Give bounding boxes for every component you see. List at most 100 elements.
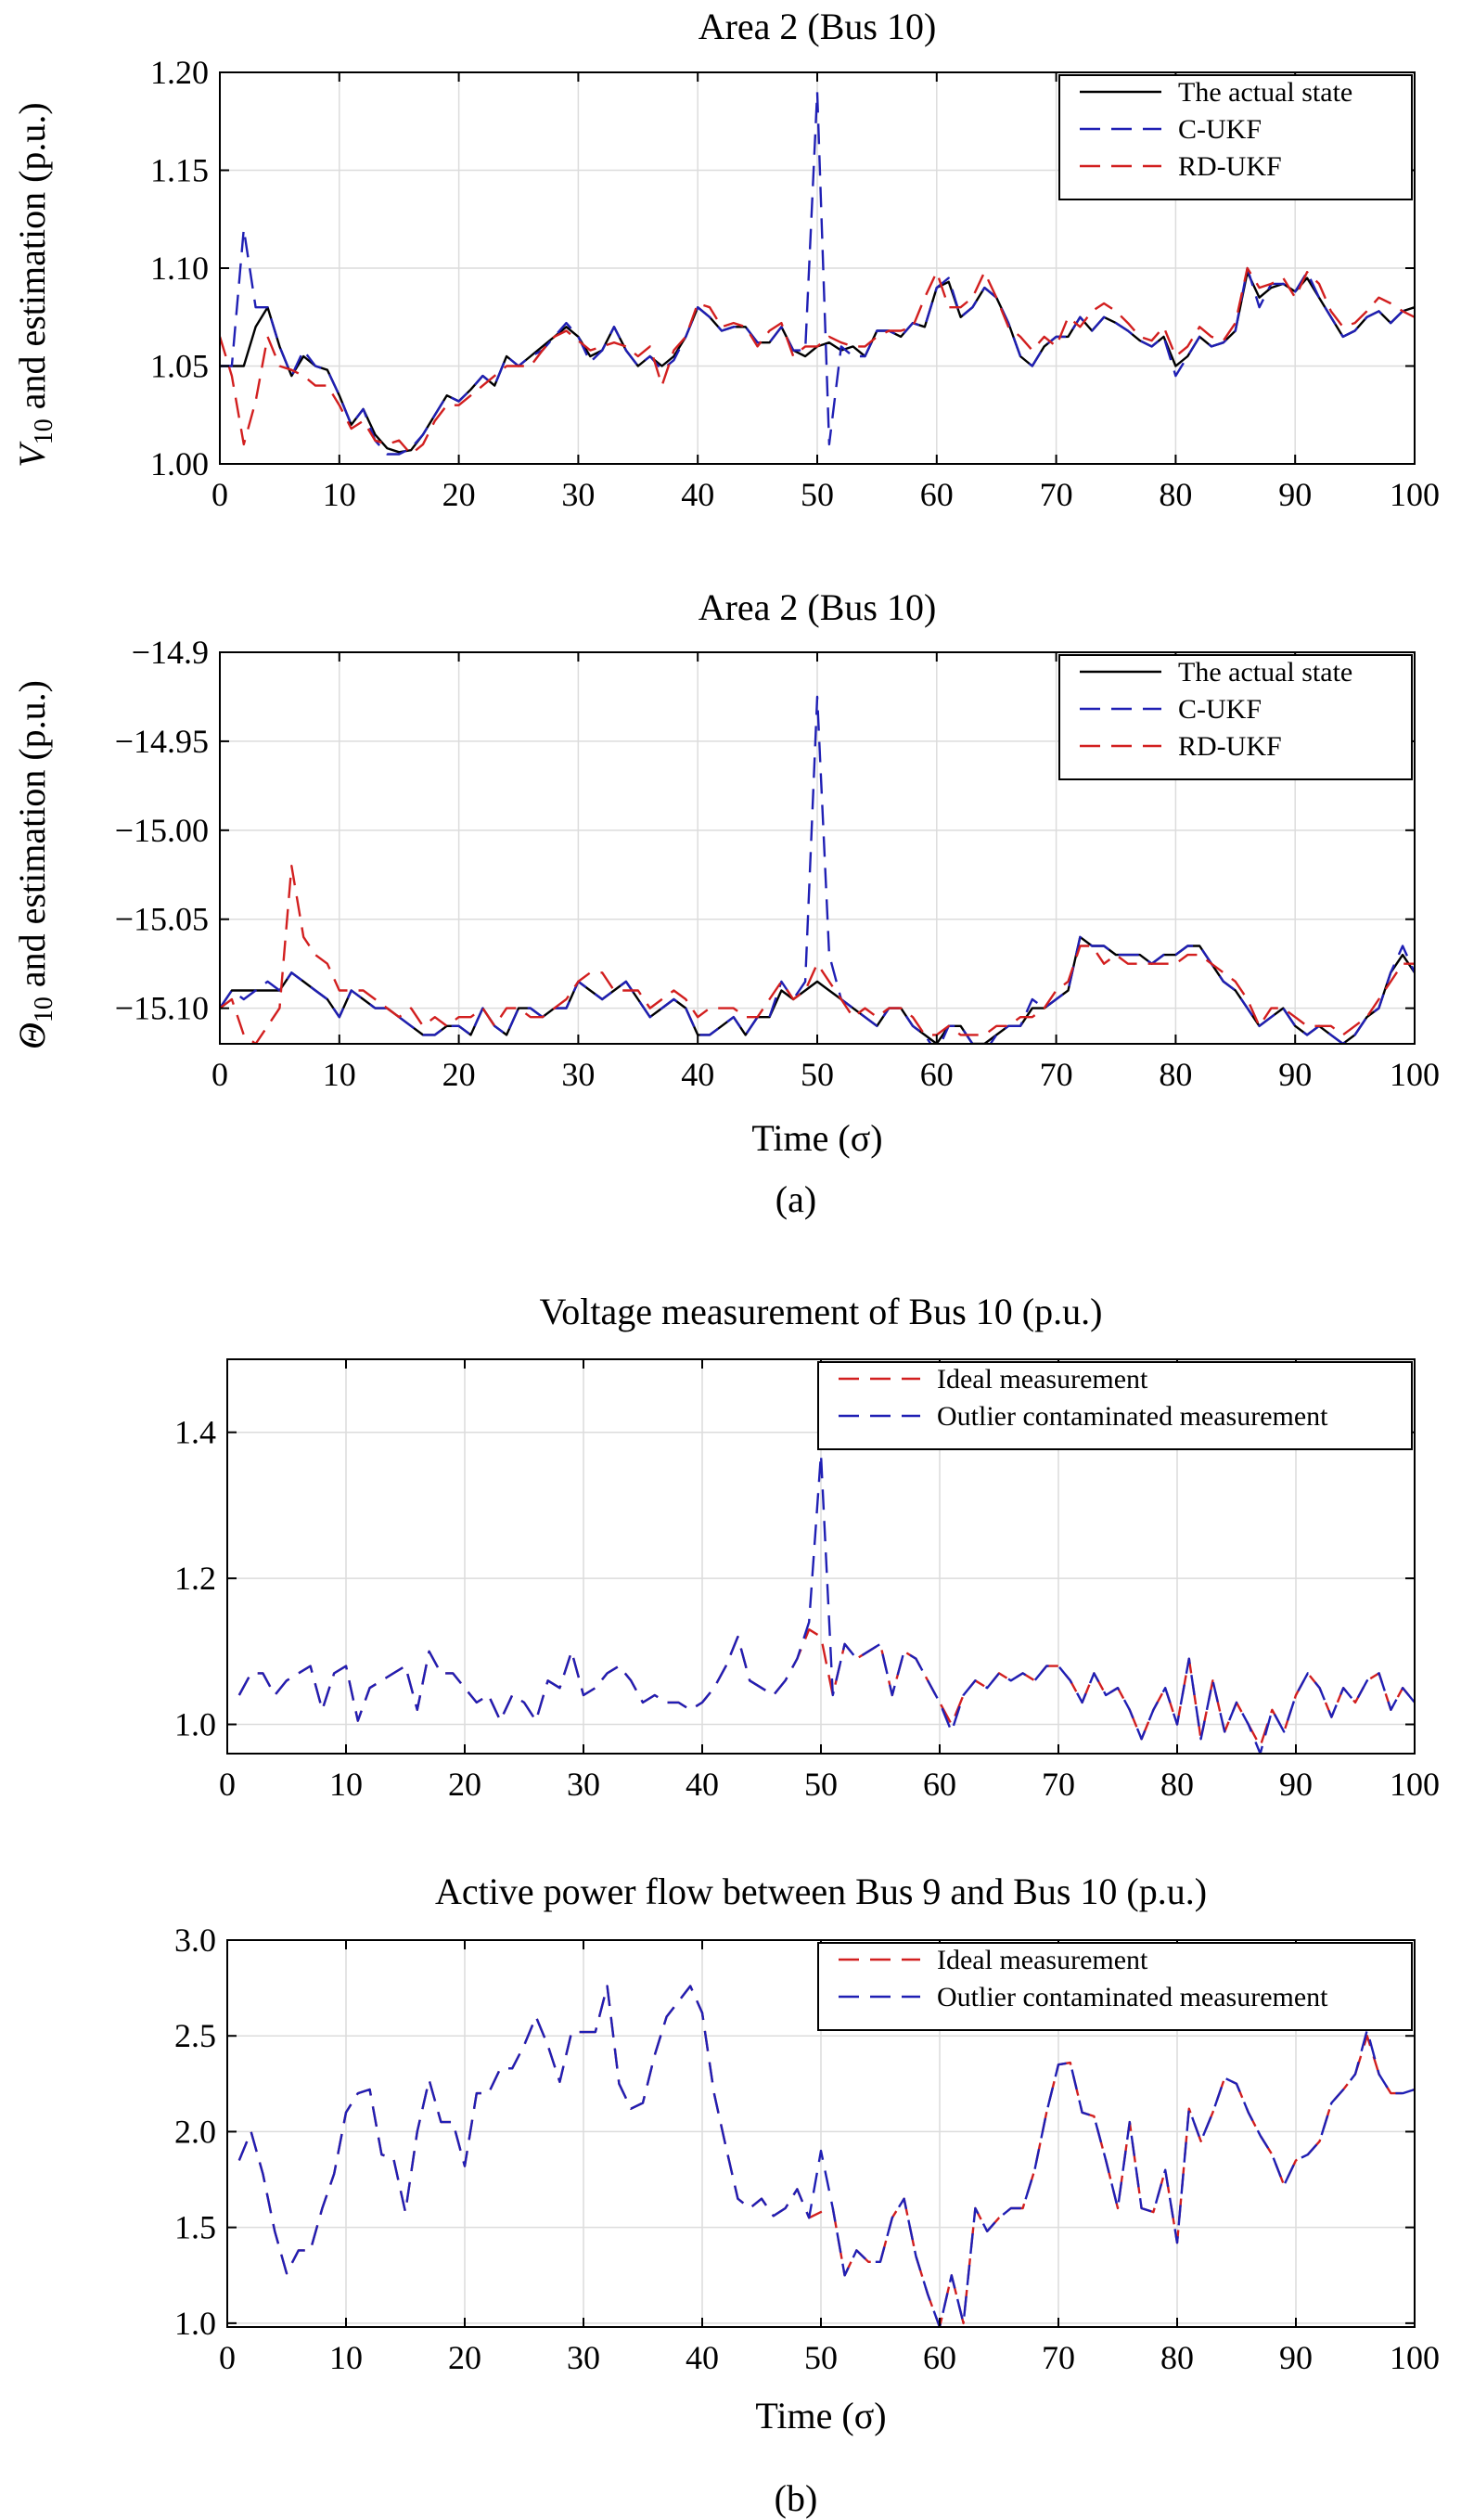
panel-b-caption: (b) xyxy=(775,2477,818,2519)
legend-entry: Outlier contaminated measurement xyxy=(937,1982,1328,2012)
x-tick-label: 70 xyxy=(1040,1056,1073,1093)
x-tick-label: 30 xyxy=(567,1766,600,1803)
x-tick-label: 70 xyxy=(1042,1766,1075,1803)
x-tick-label: 10 xyxy=(329,1766,363,1803)
series-line-rd-ukf xyxy=(220,266,1415,456)
x-tick-label: 40 xyxy=(686,1766,719,1803)
legend-entry: The actual state xyxy=(1178,657,1352,688)
x-tick-label: 60 xyxy=(923,2339,956,2376)
y-axis-label-sub: 10 xyxy=(30,996,58,1022)
x-tick-label: 40 xyxy=(681,1056,714,1093)
x-tick-label: 100 xyxy=(1390,2339,1440,2376)
series-line-c-ukf xyxy=(220,90,1415,456)
x-tick-label: 80 xyxy=(1159,1056,1192,1093)
legend-box xyxy=(1058,654,1413,780)
y-tick-label: 1.0 xyxy=(174,1706,216,1743)
legend-box xyxy=(817,1942,1413,2031)
x-tick-label: 40 xyxy=(686,2339,719,2376)
y-tick-label: 1.4 xyxy=(174,1414,216,1451)
x-tick-label: 80 xyxy=(1160,2339,1194,2376)
x-tick-label: 60 xyxy=(923,1766,956,1803)
x-tick-label: 90 xyxy=(1279,1766,1313,1803)
chart-2: Area 2 (Bus 10) 0 10 20 30 40 50 60 70 80 90 100 −14… xyxy=(11,586,1440,1159)
x-tick-label: 90 xyxy=(1279,2339,1313,2376)
x-tick-label: 20 xyxy=(448,1766,481,1803)
y-axis-label: V10 and estimation (p.u.) xyxy=(11,102,58,467)
x-tick-label: 50 xyxy=(801,1056,834,1093)
x-tick-label: 100 xyxy=(1390,1766,1440,1803)
legend-box xyxy=(1058,74,1413,200)
series-line-rd-ukf xyxy=(220,865,1415,1044)
x-tick-label: 50 xyxy=(804,2339,838,2376)
series-line-the-actual-state xyxy=(220,935,1415,1044)
legend-entry: C-UKF xyxy=(1178,114,1262,145)
x-tick-label: 50 xyxy=(801,476,834,513)
series-line-outlier-contaminated-measurement xyxy=(237,1453,1415,1754)
y-tick-label: 1.5 xyxy=(174,2209,216,2246)
legend-entry: Ideal measurement xyxy=(937,1945,1148,1975)
legend-entry: C-UKF xyxy=(1178,694,1262,725)
x-tick-label: 0 xyxy=(211,1056,228,1093)
y-axis-label-rest: and estimation (p.u.) xyxy=(11,680,53,996)
x-tick-label: 70 xyxy=(1040,476,1073,513)
series-line-ideal-measurement xyxy=(237,1627,1415,1748)
x-tick-label: 70 xyxy=(1042,2339,1075,2376)
y-axis-label-sub: 10 xyxy=(30,418,58,444)
x-tick-label: 20 xyxy=(442,1056,476,1093)
panel-a-caption: (a) xyxy=(775,1178,816,1220)
series-line-ideal-measurement xyxy=(237,1985,1415,2327)
y-tick-label: −15.05 xyxy=(115,901,209,938)
x-tick-label: 0 xyxy=(219,1766,236,1803)
y-tick-label: 1.05 xyxy=(150,348,209,385)
x-tick-label: 90 xyxy=(1278,476,1312,513)
x-tick-label: 20 xyxy=(448,2339,481,2376)
y-axis-label: Θ10 and estimation (p.u.) xyxy=(11,680,58,1049)
x-tick-label: 0 xyxy=(219,2339,236,2376)
x-tick-label: 10 xyxy=(329,2339,363,2376)
y-tick-label: 1.10 xyxy=(150,250,209,287)
x-tick-label: 60 xyxy=(920,476,954,513)
legend-entry: RD-UKF xyxy=(1178,731,1282,762)
y-tick-label: 2.0 xyxy=(174,2113,216,2150)
chart-3: Voltage measurement of Bus 10 (p.u.) 0 10 2… xyxy=(174,1291,1440,1803)
chart-title: Area 2 (Bus 10) xyxy=(698,586,937,628)
y-axis-label-main: V xyxy=(11,441,53,468)
x-tick-label: 0 xyxy=(211,476,228,513)
x-tick-label: 60 xyxy=(920,1056,954,1093)
x-tick-label: 30 xyxy=(561,476,595,513)
y-tick-label: 1.15 xyxy=(150,152,209,189)
y-tick-label: −14.9 xyxy=(132,634,209,671)
x-tick-label: 90 xyxy=(1278,1056,1312,1093)
x-tick-label: 10 xyxy=(323,1056,356,1093)
chart-title: Voltage measurement of Bus 10 (p.u.) xyxy=(540,1291,1103,1332)
y-tick-label: 1.2 xyxy=(174,1560,216,1597)
x-tick-label: 20 xyxy=(442,476,476,513)
x-tick-label: 100 xyxy=(1390,1056,1440,1093)
y-tick-label: −15.10 xyxy=(115,990,209,1027)
y-tick-label: 3.0 xyxy=(174,1922,216,1959)
y-tick-label: −14.95 xyxy=(115,723,209,760)
legend-entry: The actual state xyxy=(1178,77,1352,108)
y-tick-label: 1.0 xyxy=(174,2305,216,2342)
x-tick-label: 30 xyxy=(567,2339,600,2376)
legend-box xyxy=(817,1361,1413,1450)
x-tick-label: 100 xyxy=(1390,476,1440,513)
x-tick-label: 80 xyxy=(1159,476,1192,513)
chart-1: Area 2 (Bus 10) 0 10 20 30 40 50 60 70 80 90 100 1.0… xyxy=(11,6,1440,513)
x-axis-label: Time (σ) xyxy=(751,1117,882,1159)
y-tick-label: −15.00 xyxy=(115,812,209,849)
chart-title: Area 2 (Bus 10) xyxy=(698,6,937,47)
x-tick-label: 40 xyxy=(681,476,714,513)
y-axis-label-main: Θ xyxy=(11,1022,53,1049)
x-tick-label: 80 xyxy=(1160,1766,1194,1803)
x-tick-label: 30 xyxy=(561,1056,595,1093)
y-axis-label-rest: and estimation (p.u.) xyxy=(11,102,53,418)
y-tick-label: 1.00 xyxy=(150,445,209,482)
x-tick-label: 50 xyxy=(804,1766,838,1803)
x-tick-label: 10 xyxy=(323,476,356,513)
y-tick-label: 2.5 xyxy=(174,2017,216,2054)
chart-title: Active power flow between Bus 9 and Bus … xyxy=(435,1871,1207,1912)
series-line-c-ukf xyxy=(220,695,1415,1044)
legend-entry: Outlier contaminated measurement xyxy=(937,1401,1328,1432)
